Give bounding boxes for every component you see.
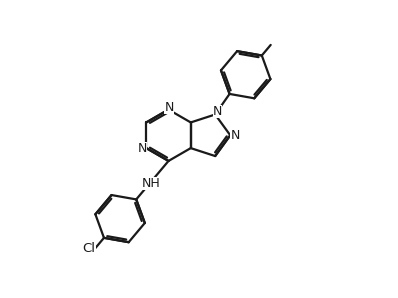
Text: N: N [138,142,147,155]
Text: NH: NH [142,177,160,190]
Text: N: N [213,105,222,118]
Text: N: N [164,101,174,114]
Text: N: N [230,129,240,142]
Text: Cl: Cl [83,242,96,255]
